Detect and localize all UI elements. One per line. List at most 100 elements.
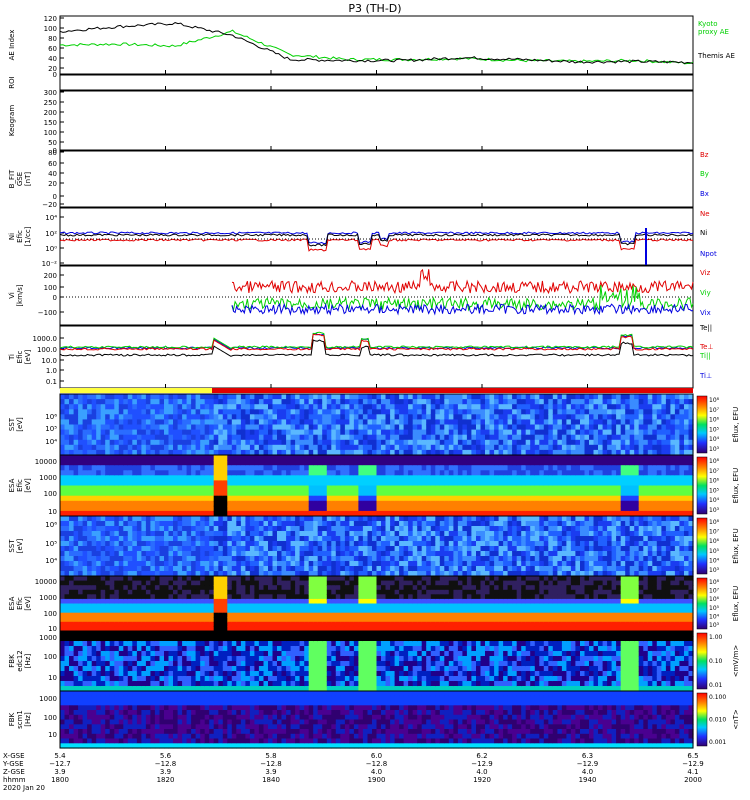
spectrogram-cell xyxy=(507,521,513,527)
spectrogram-cell xyxy=(485,424,491,431)
spectrogram-cell xyxy=(421,510,427,517)
spectrogram-cell xyxy=(231,419,237,426)
y-tick-label: 100 xyxy=(44,129,57,137)
spectrogram-cell xyxy=(340,460,346,466)
spectrogram-cell xyxy=(530,480,536,487)
spectrogram-cell xyxy=(512,500,518,507)
spectrogram-cell xyxy=(64,536,70,542)
spectrogram-cell xyxy=(335,561,341,567)
spectrogram-cell xyxy=(258,521,264,527)
spectrogram-cell xyxy=(145,394,151,400)
spectrogram-cell xyxy=(240,500,246,507)
spectrogram-cell xyxy=(665,460,671,466)
spectrogram-cell xyxy=(503,500,509,507)
spectrogram-cell xyxy=(222,521,228,527)
spectrogram-cell xyxy=(73,510,79,517)
spectrogram-cell xyxy=(584,404,590,410)
spectrogram-cell xyxy=(114,546,120,552)
spectrogram-cell xyxy=(512,541,518,547)
spectrogram-cell xyxy=(78,521,84,527)
spectrogram-cell xyxy=(231,399,237,405)
spectrogram-cell xyxy=(353,485,359,492)
y-axis-label: [1/cc] xyxy=(24,226,32,246)
spectrogram-cell xyxy=(268,470,274,476)
spectrogram-cell xyxy=(367,490,373,497)
spectrogram-cell xyxy=(358,419,364,426)
spectrogram-cell xyxy=(534,399,540,405)
spectrogram-cell xyxy=(150,404,156,410)
spectrogram-cell xyxy=(548,475,554,481)
spectrogram-cell xyxy=(476,449,482,456)
legend-entry: Kyoto xyxy=(698,20,718,28)
y-axis-label: Ni xyxy=(8,233,16,240)
spectrogram-cell xyxy=(195,546,201,552)
spectrogram-cell xyxy=(625,414,631,420)
spectrogram-cell xyxy=(114,475,120,481)
spectrogram-cell xyxy=(503,434,509,441)
spectrogram-cell xyxy=(656,449,662,456)
density-line xyxy=(59,238,694,252)
spectrogram-cell xyxy=(353,419,359,426)
spectrogram-cell xyxy=(118,510,124,517)
spectrogram-cell xyxy=(625,444,631,451)
spectrogram-cell xyxy=(159,414,165,420)
spectrogram-cell xyxy=(295,424,301,431)
spectrogram-cell xyxy=(349,510,355,517)
spectrogram-cell xyxy=(466,480,472,487)
spectrogram-cell xyxy=(331,394,337,400)
spectrogram-cell xyxy=(96,561,102,567)
y-axis-label: [eV] xyxy=(24,349,32,364)
spectrogram-cell xyxy=(127,485,133,492)
spectrogram-cell xyxy=(118,404,124,410)
spectrogram-cell xyxy=(254,546,260,552)
spectrogram-cell xyxy=(60,566,66,572)
spectrogram-cell xyxy=(195,475,201,481)
spectrogram-cell xyxy=(688,399,694,405)
spectrogram-cell xyxy=(561,414,567,420)
spectrogram-cell xyxy=(218,449,224,456)
spectrogram-cell xyxy=(195,500,201,507)
spectrogram-cell xyxy=(584,434,590,441)
spectrogram-cell xyxy=(236,460,242,466)
spectrogram-cell xyxy=(141,526,147,532)
spectrogram-cell xyxy=(566,505,572,512)
spectrogram-cell xyxy=(145,566,151,572)
spectrogram-cell xyxy=(516,505,522,512)
spectrogram-cell xyxy=(426,536,432,542)
spectrogram-cell xyxy=(105,526,111,532)
spectrogram-cell xyxy=(580,409,586,415)
spectrogram-cell xyxy=(548,500,554,507)
spectrogram-cell xyxy=(200,505,206,512)
spectrogram-cell xyxy=(154,439,160,446)
spectrogram-cell xyxy=(154,500,160,507)
spectrogram-cell xyxy=(611,465,617,471)
spectrogram-cell xyxy=(290,556,296,562)
spectrogram-cell xyxy=(200,571,206,577)
spectrogram-cell xyxy=(634,490,640,497)
spectrogram-cell xyxy=(182,475,188,481)
spectrogram-cell xyxy=(448,521,454,527)
spectrogram-cell xyxy=(647,485,653,492)
spectrogram-cell xyxy=(430,546,436,552)
spectrogram-cell xyxy=(154,399,160,405)
spectrogram-cell xyxy=(652,490,658,497)
spectrogram-cell xyxy=(349,495,355,502)
spectrogram-cell xyxy=(313,495,319,502)
spectrogram-cell xyxy=(394,475,400,481)
spectrogram-cell xyxy=(299,480,305,487)
spectrogram-cell xyxy=(145,541,151,547)
spectrogram-cell xyxy=(209,449,215,456)
spectrogram-cell xyxy=(439,434,445,441)
spectrogram-cell xyxy=(78,414,84,420)
spectrogram-cell xyxy=(408,394,414,400)
spectrogram-cell xyxy=(136,470,142,476)
spectrogram-cell xyxy=(159,439,165,446)
spectrogram-cell xyxy=(222,465,228,471)
spectrogram-cell xyxy=(616,434,622,441)
spectrogram-cell xyxy=(204,465,210,471)
spectrogram-cell xyxy=(69,546,75,552)
spectrogram-cell xyxy=(177,541,183,547)
spectrogram-cell xyxy=(598,399,604,405)
spectrogram-cell xyxy=(552,526,558,532)
spectrogram-cell xyxy=(439,449,445,456)
